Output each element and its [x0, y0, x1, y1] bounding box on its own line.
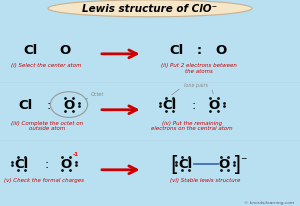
Text: O: O	[215, 44, 226, 57]
Text: :: :	[197, 44, 202, 57]
Text: -1: -1	[73, 151, 79, 156]
Text: :: :	[44, 157, 48, 170]
Text: (i) Select the center atom: (i) Select the center atom	[11, 63, 82, 68]
Text: O: O	[60, 157, 72, 170]
Text: lone pairs: lone pairs	[184, 82, 208, 87]
Text: Lewis structure of ClO⁻: Lewis structure of ClO⁻	[82, 4, 218, 14]
Text: Cl: Cl	[162, 99, 177, 111]
Text: ]: ]	[233, 154, 241, 174]
Text: [: [	[170, 154, 178, 174]
Text: O: O	[59, 44, 70, 57]
Text: (v) Check the formal charges: (v) Check the formal charges	[4, 177, 84, 182]
Text: (iii) Complete the octet on
outside atom: (iii) Complete the octet on outside atom	[11, 120, 83, 131]
Text: O: O	[63, 99, 75, 111]
Text: :: :	[47, 99, 51, 111]
Text: Cl: Cl	[178, 157, 193, 170]
Text: Cl: Cl	[18, 99, 33, 111]
Text: (ii) Put 2 electrons between
the atoms: (ii) Put 2 electrons between the atoms	[161, 63, 236, 74]
Text: O: O	[219, 157, 230, 170]
Text: Cl: Cl	[170, 44, 184, 57]
Text: Octet: Octet	[91, 91, 104, 96]
Text: Cl: Cl	[23, 44, 37, 57]
Text: :: :	[192, 99, 196, 111]
Text: (iv) Put the remaining
electrons on the central atom: (iv) Put the remaining electrons on the …	[151, 120, 232, 131]
Text: (vi) Stable lewis structure: (vi) Stable lewis structure	[170, 177, 241, 182]
Ellipse shape	[48, 1, 252, 18]
Text: −: −	[241, 153, 247, 162]
Text: Cl: Cl	[14, 157, 29, 170]
Text: © knordsilearning.com: © knordsilearning.com	[244, 200, 294, 204]
Text: O: O	[208, 99, 220, 111]
